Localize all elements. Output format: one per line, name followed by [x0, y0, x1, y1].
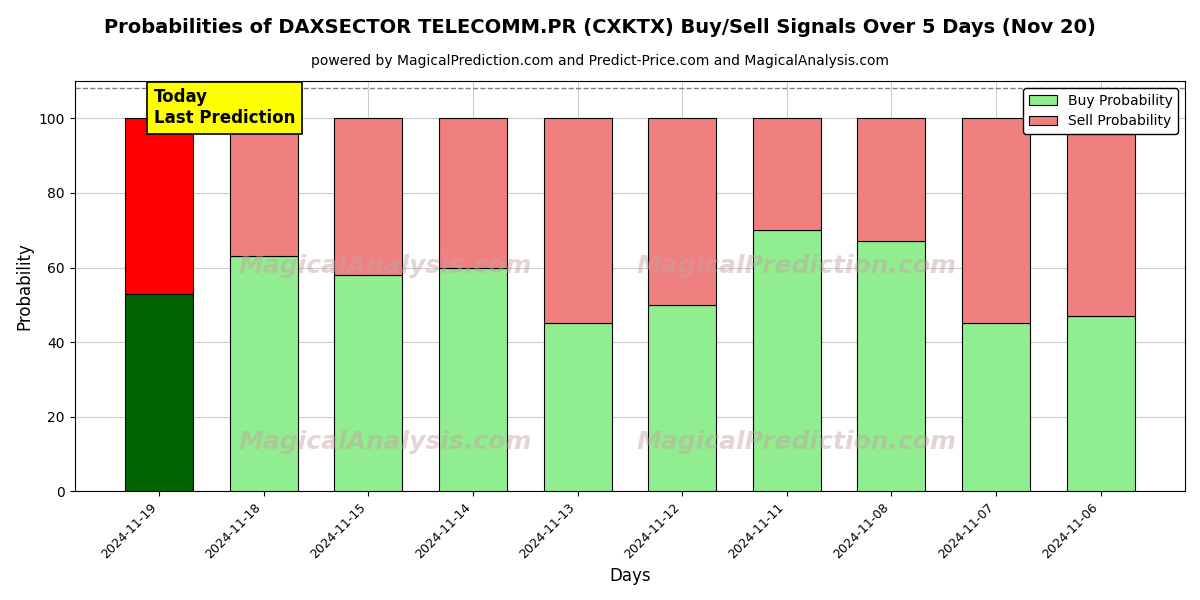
Bar	[229, 256, 298, 491]
Bar	[544, 118, 612, 323]
Bar	[439, 268, 506, 491]
Text: MagicalPrediction.com: MagicalPrediction.com	[636, 430, 956, 454]
Bar	[439, 118, 506, 268]
Bar	[1067, 118, 1134, 316]
Bar	[544, 323, 612, 491]
Text: MagicalPrediction.com: MagicalPrediction.com	[636, 254, 956, 278]
Bar	[962, 323, 1030, 491]
Text: Today
Last Prediction: Today Last Prediction	[154, 88, 295, 127]
Bar	[125, 118, 193, 293]
Bar	[125, 293, 193, 491]
Bar	[1067, 316, 1134, 491]
Bar	[752, 230, 821, 491]
Bar	[648, 118, 716, 305]
Bar	[335, 118, 402, 275]
X-axis label: Days: Days	[610, 567, 650, 585]
Bar	[752, 118, 821, 230]
Bar	[857, 241, 925, 491]
Bar	[648, 305, 716, 491]
Y-axis label: Probability: Probability	[16, 242, 34, 330]
Bar	[335, 275, 402, 491]
Bar	[229, 118, 298, 256]
Text: MagicalAnalysis.com: MagicalAnalysis.com	[239, 430, 533, 454]
Text: Probabilities of DAXSECTOR TELECOMM.PR (CXKTX) Buy/Sell Signals Over 5 Days (Nov: Probabilities of DAXSECTOR TELECOMM.PR (…	[104, 18, 1096, 37]
Bar	[962, 118, 1030, 323]
Legend: Buy Probability, Sell Probability: Buy Probability, Sell Probability	[1024, 88, 1178, 134]
Bar	[857, 118, 925, 241]
Text: powered by MagicalPrediction.com and Predict-Price.com and MagicalAnalysis.com: powered by MagicalPrediction.com and Pre…	[311, 54, 889, 68]
Text: MagicalAnalysis.com: MagicalAnalysis.com	[239, 254, 533, 278]
